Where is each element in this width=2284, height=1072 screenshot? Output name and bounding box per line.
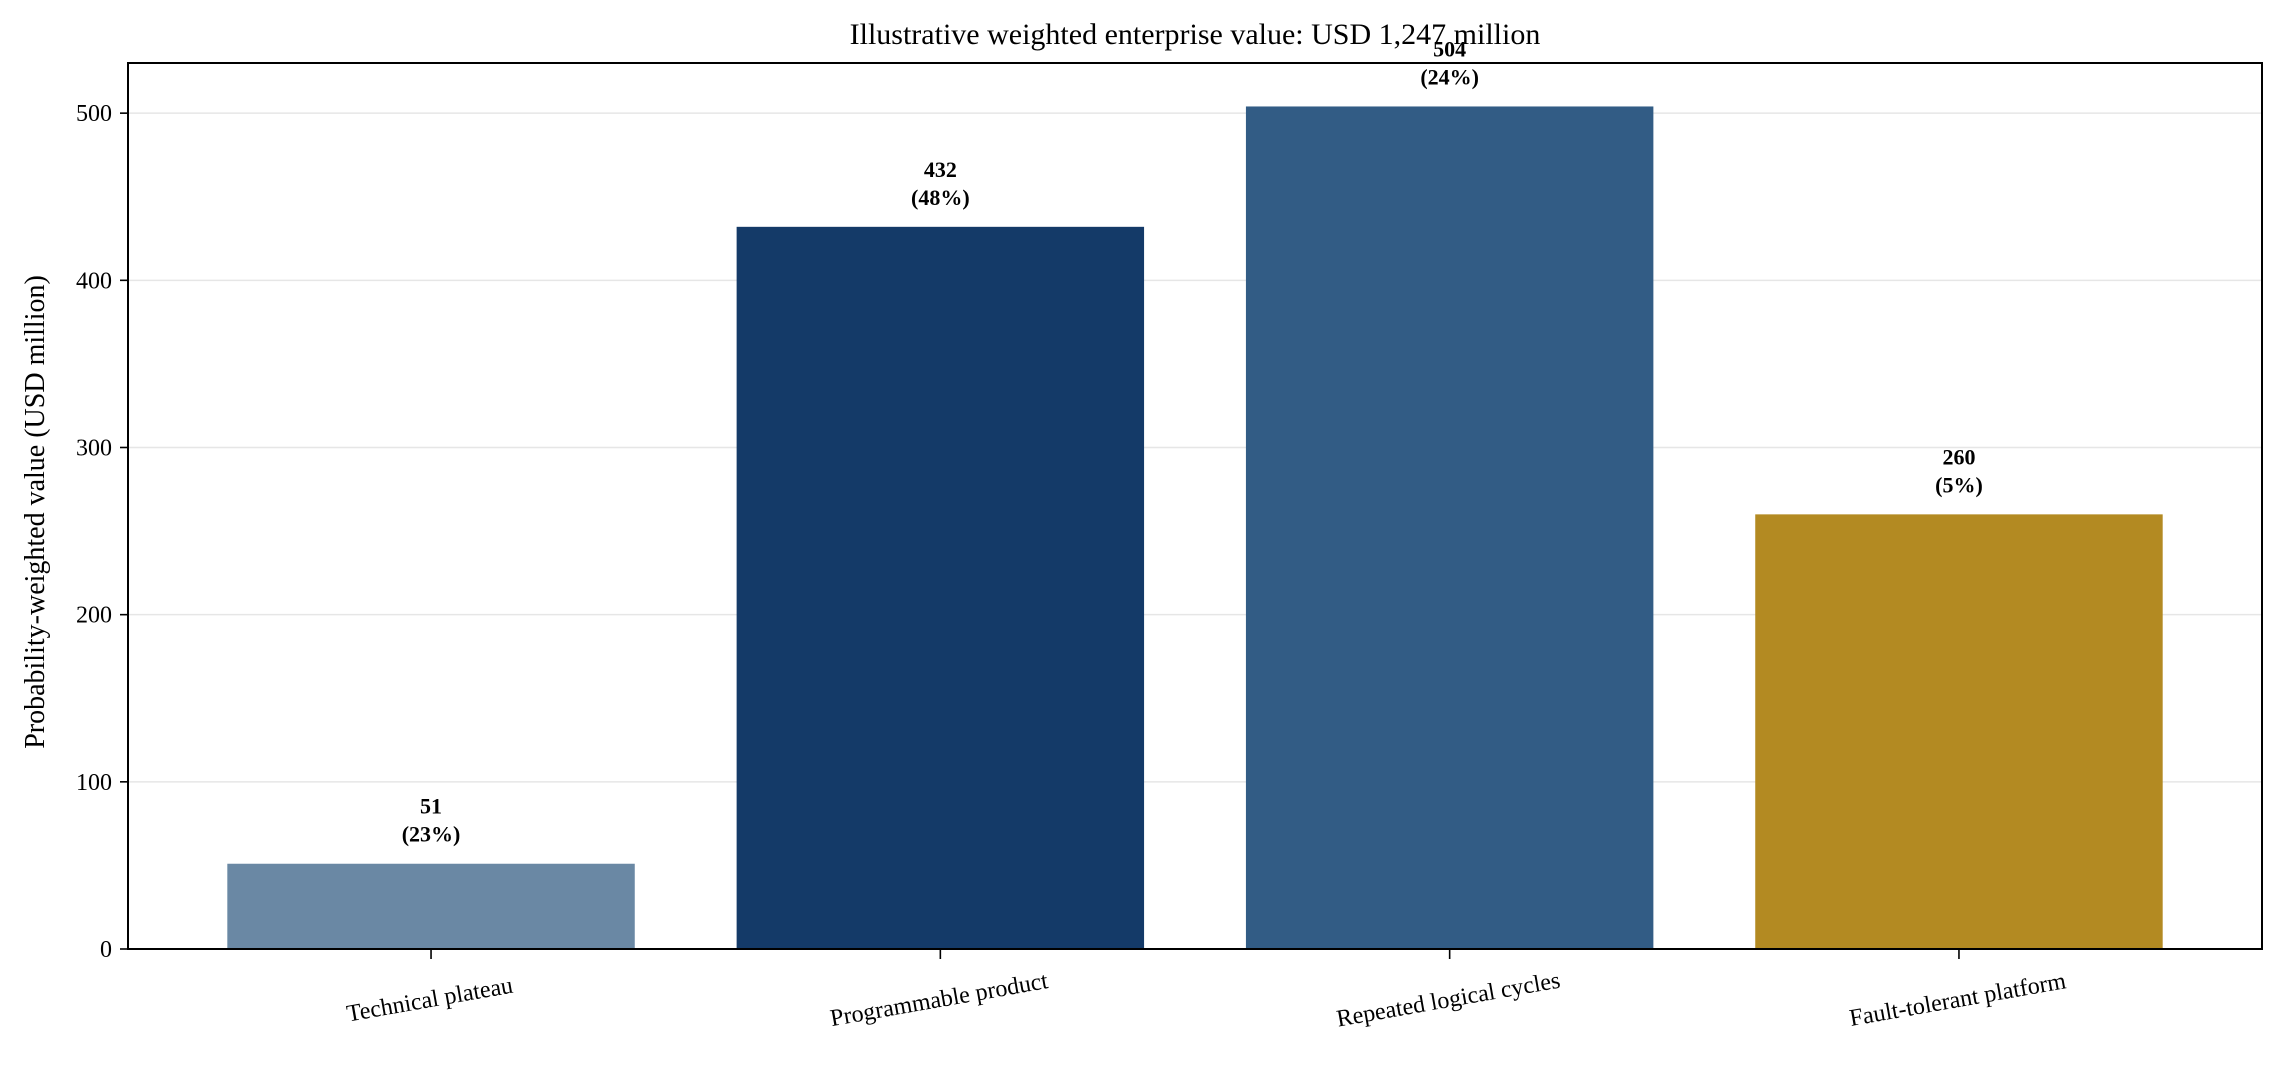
bar-share-label: (24%)	[1420, 64, 1479, 89]
plot-frame	[127, 62, 2263, 950]
bar-share-label: (5%)	[1935, 472, 1983, 497]
y-tick-label: 100	[76, 770, 112, 796]
y-tick-label: 400	[76, 268, 112, 294]
x-tick-label: Fault-tolerant platform	[1848, 968, 2069, 1032]
x-tick-label: Repeated logical cycles	[1335, 968, 1563, 1033]
x-tick-label: Technical plateau	[345, 973, 515, 1028]
bar-value-label: 432	[924, 157, 957, 182]
bars	[227, 106, 2163, 949]
bar-share-label: (48%)	[911, 185, 970, 210]
bar	[736, 226, 1145, 949]
bar	[1245, 106, 1654, 949]
bar	[1755, 514, 2163, 949]
bar	[227, 863, 635, 949]
bar-share-label: (23%)	[402, 822, 461, 847]
data-labels: 51 (23%) 432 (48%) 504 (24%) 260 (5%)	[402, 36, 1983, 846]
bar-value-label: 51	[420, 794, 442, 819]
x-tick-label: Programmable product	[828, 968, 1050, 1032]
y-axis-label: Probability-weighted value (USD million)	[20, 275, 51, 749]
y-tick-label: 500	[76, 101, 112, 127]
bar-value-label: 260	[1942, 444, 1975, 469]
y-tick-label: 300	[76, 435, 112, 461]
chart-title: Illustrative weighted enterprise value: …	[850, 18, 1541, 51]
y-tick-label: 0	[100, 937, 112, 963]
bar-value-label: 504	[1433, 36, 1466, 61]
y-tick-label: 200	[76, 603, 112, 629]
